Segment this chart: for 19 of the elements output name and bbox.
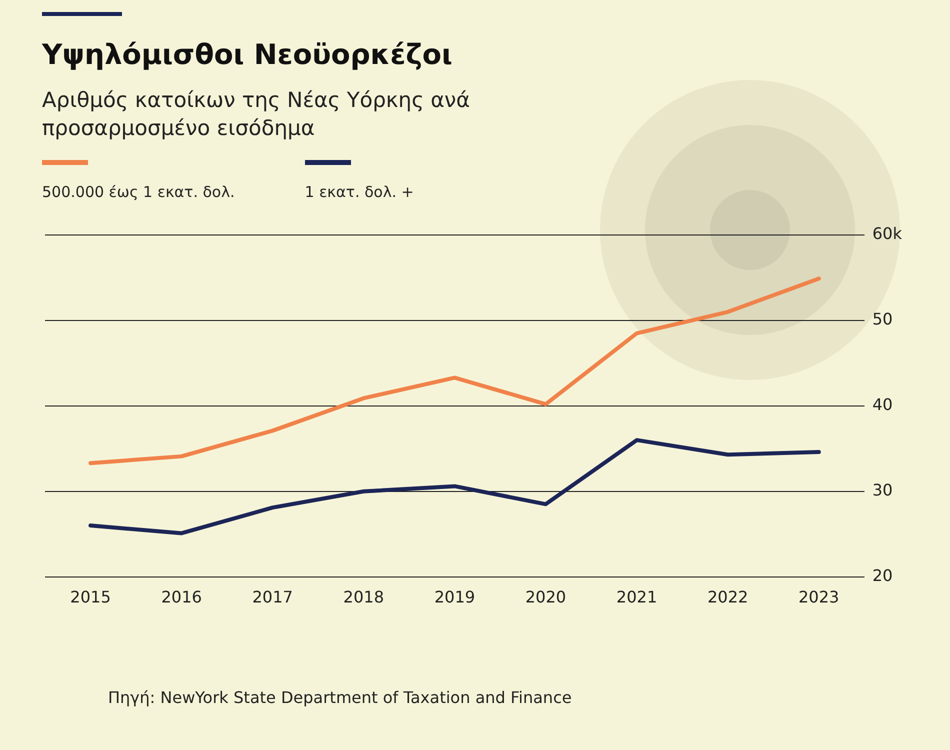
x-tick-label: 2022 [707, 588, 748, 607]
text: Πηγή: NewYork State Department of Taxation and Finance [108, 688, 572, 707]
chart-subtitle: Αριθμός κατοίκων της Νέας Υόρκης ανά προσαρμοσμένο εισόδημα [42, 87, 472, 142]
y-tick-label: 40 [872, 395, 893, 414]
y-tick-label: 50 [872, 310, 893, 329]
x-tick-label: 2017 [252, 588, 293, 607]
y-tick-label: 60k [872, 224, 903, 244]
legend-label: 1 εκατ. δολ. + [304, 183, 414, 201]
chart-title: Υψηλόμισθοι Νεοϋορκέζοι [42, 38, 452, 71]
x-tick-label: 2015 [70, 588, 111, 607]
x-tick-label: 2023 [798, 588, 840, 607]
y-tick-label: 20 [872, 566, 893, 585]
legend-label: 500.000 έως 1 εκατ. δολ. [42, 183, 235, 201]
x-tick-label: 2021 [616, 588, 658, 607]
x-tick-label: 2020 [525, 588, 566, 607]
x-tick-label: 2019 [434, 588, 476, 607]
y-tick-label: 30 [872, 480, 893, 500]
x-tick-label: 2016 [161, 588, 202, 607]
x-tick-label: 2018 [343, 588, 384, 607]
